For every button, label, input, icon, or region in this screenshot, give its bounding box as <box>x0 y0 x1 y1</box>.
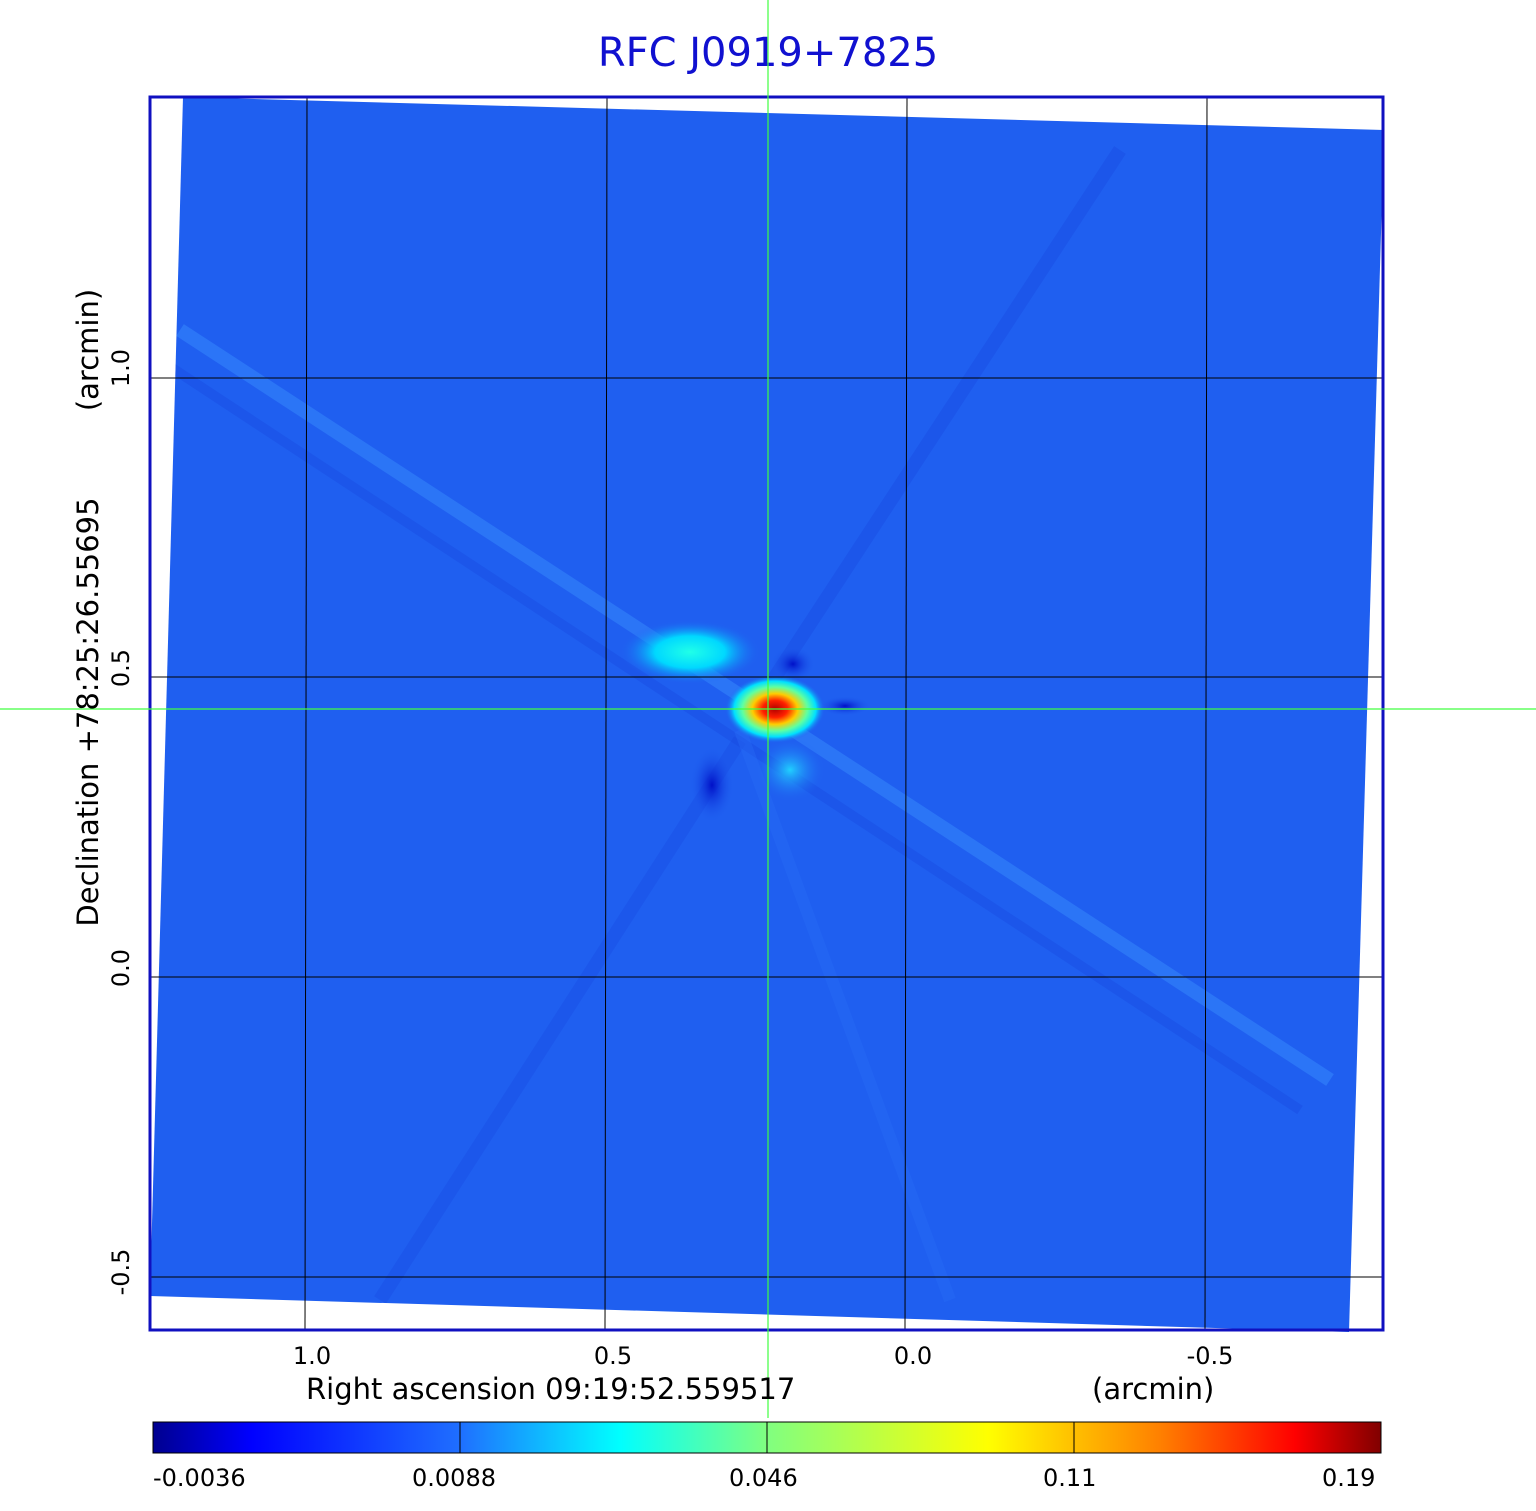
x-axis-label: Right ascension 09:19:52.559517 <box>306 1372 796 1406</box>
y-axis-unit: (arcmin) <box>71 288 105 412</box>
y-tick-label: -0.5 <box>107 1248 135 1296</box>
y-tick-label: 0.0 <box>107 948 135 988</box>
x-tick-label: -0.5 <box>1186 1342 1234 1370</box>
x-tick-label: 0.5 <box>593 1342 633 1370</box>
y-tick-label: 1.0 <box>107 348 135 388</box>
plot-frame <box>148 95 1385 1332</box>
colorbar-tick-label: -0.0036 <box>153 1464 246 1492</box>
colorbar-tick-label: 0.11 <box>1043 1464 1097 1492</box>
colorbar-tick-label: 0.046 <box>729 1464 798 1492</box>
x-tick-label: 0.0 <box>893 1342 933 1370</box>
x-axis-unit: (arcmin) <box>1092 1372 1215 1406</box>
crosshair <box>0 0 1536 1418</box>
coordinate-grid <box>150 96 1383 1331</box>
y-axis-label: Declination +78:25:26.55695 <box>71 497 105 927</box>
x-tick-label: 1.0 <box>292 1342 332 1370</box>
colorbar-ticks <box>459 1422 1075 1453</box>
colorbar-tick-label: 0.0088 <box>412 1464 496 1492</box>
colorbar-tick-label: 0.19 <box>1322 1464 1376 1492</box>
y-tick-label: 0.5 <box>107 648 135 688</box>
image-structure <box>157 146 1334 1304</box>
